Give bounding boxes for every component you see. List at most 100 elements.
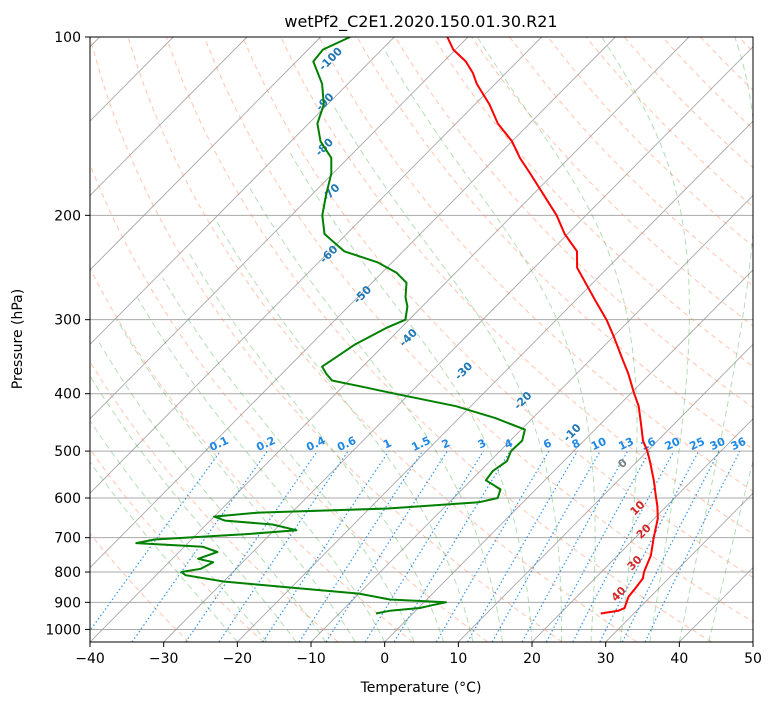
- moist-adiabat-line: [601, 37, 690, 642]
- mixing-ratio-line: [325, 450, 448, 642]
- y-axis-title: Pressure (hPa): [10, 289, 26, 389]
- moist-adiabat-line: [90, 419, 268, 642]
- moist-adiabat-label: 10: [628, 498, 648, 518]
- x-tick-label: 50: [744, 651, 762, 667]
- isotherm-line: [531, 418, 753, 642]
- dry-adiabat-line: [738, 37, 753, 53]
- mixing-ratio-label: 1: [381, 436, 393, 451]
- mixing-ratio-line: [393, 450, 511, 642]
- moist-adiabat-line: [678, 37, 753, 642]
- isotherm-line: [90, 37, 690, 642]
- y-tick-label: 500: [54, 444, 81, 460]
- chart-title: wetPf2_C2E1.2020.150.01.30.R21: [284, 12, 557, 32]
- dry-adiabat-line: [623, 37, 753, 169]
- isotherm-label: -20: [511, 389, 534, 412]
- isotherm-line: [90, 37, 395, 345]
- moist-adiabat-line: [287, 149, 533, 642]
- dry-adiabat-line: [90, 37, 563, 642]
- dry-adiabat-line: [356, 37, 753, 450]
- mixing-ratio-line: [90, 450, 221, 632]
- isotherm-line: [90, 37, 321, 271]
- dry-adiabat-line: [509, 37, 753, 287]
- mixing-ratio-line: [131, 450, 268, 642]
- plot-area: 0.1 0.2 0.4 0.6 1 1.5 2 3 4 6 8 10 13 16 20 25 30 36-100-…: [90, 37, 753, 642]
- dewpoint-profile-line: [135, 37, 526, 615]
- y-tick-label: 100: [54, 30, 81, 46]
- dry-adiabat-line: [432, 37, 753, 368]
- moist-adiabat-line: [136, 297, 386, 642]
- y-tick-label: 700: [54, 531, 81, 547]
- isotherm-line: [237, 120, 753, 642]
- moist-adiabat-line: [116, 319, 356, 642]
- background-lines: [90, 37, 753, 642]
- y-axis: 100 200 300 400 500 600 700 800 900 1000: [45, 30, 90, 638]
- y-tick-label: 200: [54, 208, 81, 224]
- x-axis: −40 −30 −20 −10 0 10 20 30 40 50: [75, 642, 762, 667]
- y-tick-label: 600: [54, 491, 81, 507]
- moist-adiabat-line: [708, 459, 753, 642]
- y-tick-label: 300: [54, 313, 81, 329]
- isotherm-line: [90, 37, 542, 494]
- isotherm-line: [458, 343, 753, 642]
- x-tick-label: −10: [296, 651, 326, 667]
- profile-series: [135, 37, 659, 615]
- isotherm-label: 0: [615, 456, 630, 471]
- moist-adiabat-line: [476, 37, 638, 642]
- isotherm-label: -10: [561, 421, 584, 444]
- isotherm-line: [90, 37, 469, 420]
- mixing-ratio-label: 36: [729, 435, 749, 453]
- mixing-ratio-label: 30: [708, 435, 728, 453]
- mixing-ratio-label: 13: [616, 435, 635, 453]
- x-tick-label: 0: [380, 651, 389, 667]
- dry-adiabat-line: [661, 37, 753, 130]
- mixing-ratio-label: 2: [440, 436, 452, 451]
- dry-adiabat-line: [547, 37, 753, 247]
- mixing-ratio-line: [621, 450, 720, 642]
- mixing-ratio-line: [262, 450, 390, 642]
- mixing-ratio-line: [364, 450, 485, 642]
- mixing-ratio-label: 20: [663, 435, 683, 453]
- y-tick-label: 1000: [45, 622, 81, 638]
- moist-adiabat-line: [383, 49, 596, 642]
- mixing-ratio-label: 25: [687, 435, 706, 453]
- moist-adiabat-line: [332, 104, 562, 642]
- x-axis-title: Temperature (°C): [360, 680, 482, 696]
- moist-adiabat-label: 20: [634, 521, 654, 541]
- dry-adiabat-line: [471, 37, 753, 327]
- mixing-ratio-line: [435, 450, 550, 642]
- dry-adiabat-line: [127, 37, 638, 642]
- dry-adiabat-line: [90, 360, 339, 642]
- mixing-ratio-label: 10: [589, 435, 609, 453]
- mixing-ratio-line: [218, 450, 349, 642]
- isotherm-line: [310, 194, 753, 642]
- isotherm-line: [384, 269, 753, 642]
- dry-adiabat-line: [90, 532, 190, 642]
- isotherm-line: [90, 37, 616, 569]
- moist-adiabat-line: [97, 340, 327, 642]
- temperature-profile-line: [446, 37, 659, 615]
- mixing-ratio-line: [644, 450, 741, 642]
- isotherm-line: [752, 641, 753, 642]
- mixing-ratio-line: [185, 450, 318, 642]
- mixing-ratio-line: [599, 450, 700, 642]
- isotherm-line: [163, 46, 753, 642]
- isotherm-line: [90, 37, 248, 197]
- mixing-ratio-line: [521, 450, 629, 642]
- moist-adiabat-line: [216, 221, 474, 642]
- dry-adiabat-line: [318, 37, 753, 492]
- y-tick-label: 900: [54, 595, 81, 611]
- mixing-ratio-line: [545, 450, 651, 642]
- isotherm-line: [605, 492, 753, 642]
- x-tick-label: −20: [223, 651, 253, 667]
- moist-adiabat-line: [249, 187, 503, 642]
- dry-adiabat-line: [165, 37, 712, 642]
- dry-adiabat-line: [90, 267, 414, 642]
- y-tick-label: 400: [54, 387, 81, 403]
- isotherm-line: [679, 566, 753, 642]
- isotherm-label: -40: [397, 326, 420, 349]
- moist-adiabat-line: [90, 461, 238, 642]
- mixing-ratio-label: 16: [639, 435, 659, 453]
- dry-adiabat-line: [90, 163, 488, 642]
- x-tick-label: −40: [75, 651, 105, 667]
